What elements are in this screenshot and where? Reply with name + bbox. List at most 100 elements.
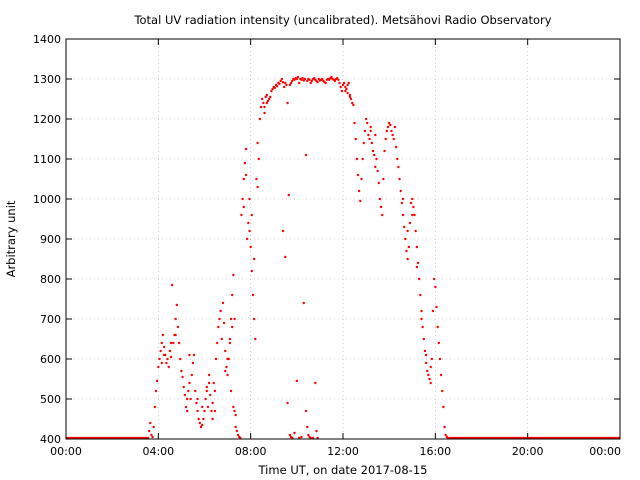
data-point xyxy=(236,433,240,437)
data-point xyxy=(347,81,350,85)
data-point xyxy=(188,381,191,385)
data-point xyxy=(224,369,227,373)
data-point xyxy=(296,75,300,79)
data-point xyxy=(200,405,204,409)
data-point xyxy=(228,341,232,345)
data-point xyxy=(341,83,345,87)
data-point xyxy=(244,173,248,177)
data-point xyxy=(348,93,352,97)
data-point xyxy=(356,173,360,177)
data-point xyxy=(295,77,299,81)
data-point xyxy=(409,201,413,205)
data-point xyxy=(438,357,442,361)
data-point xyxy=(162,353,166,357)
data-point xyxy=(252,257,256,261)
data-point xyxy=(152,425,155,429)
data-point xyxy=(196,409,199,413)
data-point xyxy=(265,101,269,105)
data-point xyxy=(176,325,180,329)
data-point xyxy=(406,229,409,233)
data-point xyxy=(158,357,161,361)
data-point xyxy=(261,97,264,101)
data-point xyxy=(194,389,197,393)
x-tick-label: 12:00 xyxy=(327,445,359,458)
data-point xyxy=(264,95,267,99)
data-point xyxy=(304,409,308,413)
data-point xyxy=(246,237,249,241)
data-point xyxy=(364,117,368,121)
data-point xyxy=(376,169,379,173)
data-point xyxy=(185,397,189,401)
data-point xyxy=(415,245,419,249)
data-point xyxy=(213,389,217,393)
data-point xyxy=(206,405,210,409)
data-point xyxy=(174,333,177,337)
data-point xyxy=(357,189,361,193)
data-point xyxy=(229,317,233,321)
data-point xyxy=(207,373,211,377)
data-point xyxy=(179,357,182,361)
x-axis-ticks: 00:00 04:00 08:00 12:00 16:00 20:00 00:00 xyxy=(50,39,621,458)
data-point xyxy=(304,153,308,157)
y-tick-label: 600 xyxy=(40,353,61,366)
data-point xyxy=(257,157,260,161)
y-axis-ticks: 400 500 600 700 800 900 1000 1100 1200 1300 1400 xyxy=(33,33,620,446)
data-point xyxy=(251,293,255,297)
data-point xyxy=(284,255,287,259)
data-point xyxy=(420,309,423,313)
data-point xyxy=(281,229,285,233)
data-point xyxy=(211,401,214,405)
data-point xyxy=(170,283,174,287)
data-point xyxy=(432,277,436,281)
y-tick-label: 1000 xyxy=(33,193,61,206)
data-point xyxy=(248,197,251,201)
data-point xyxy=(287,193,290,197)
data-point xyxy=(407,245,410,249)
data-point xyxy=(366,121,369,125)
data-point xyxy=(259,105,263,109)
data-point xyxy=(226,357,229,361)
y-axis-label: Arbitrary unit xyxy=(4,200,18,277)
data-point xyxy=(256,185,259,189)
data-point xyxy=(200,423,204,427)
data-point xyxy=(202,417,205,421)
data-point xyxy=(295,379,299,383)
data-point xyxy=(443,425,446,429)
data-point xyxy=(302,301,305,305)
data-point xyxy=(444,433,447,437)
data-point xyxy=(265,93,269,97)
data-point xyxy=(384,137,387,141)
data-points xyxy=(147,75,450,440)
data-point xyxy=(207,381,211,385)
data-point xyxy=(293,431,296,435)
data-point xyxy=(399,189,402,193)
data-point xyxy=(229,389,233,393)
data-point xyxy=(198,421,202,425)
x-tick-label: 20:00 xyxy=(512,445,544,458)
data-point xyxy=(235,429,239,433)
data-point xyxy=(361,157,364,161)
data-point xyxy=(344,89,347,93)
data-point xyxy=(401,197,405,201)
data-point xyxy=(228,337,232,341)
data-point xyxy=(424,353,428,357)
data-point xyxy=(249,245,252,249)
data-point xyxy=(284,81,287,85)
data-point xyxy=(243,161,247,165)
data-point xyxy=(225,365,228,369)
x-axis-label: Time UT, on date 2017-08-15 xyxy=(258,463,428,477)
data-point xyxy=(166,357,169,361)
data-point xyxy=(396,157,399,161)
data-point xyxy=(307,433,310,437)
y-tick-label: 900 xyxy=(40,233,61,246)
x-tick-label: 16:00 xyxy=(419,445,451,458)
data-point xyxy=(187,389,190,393)
data-point xyxy=(309,81,312,85)
data-point xyxy=(280,77,284,81)
data-point xyxy=(189,397,192,401)
data-point xyxy=(182,385,185,389)
data-point xyxy=(205,389,209,393)
data-point xyxy=(266,99,270,103)
data-point xyxy=(190,373,194,377)
